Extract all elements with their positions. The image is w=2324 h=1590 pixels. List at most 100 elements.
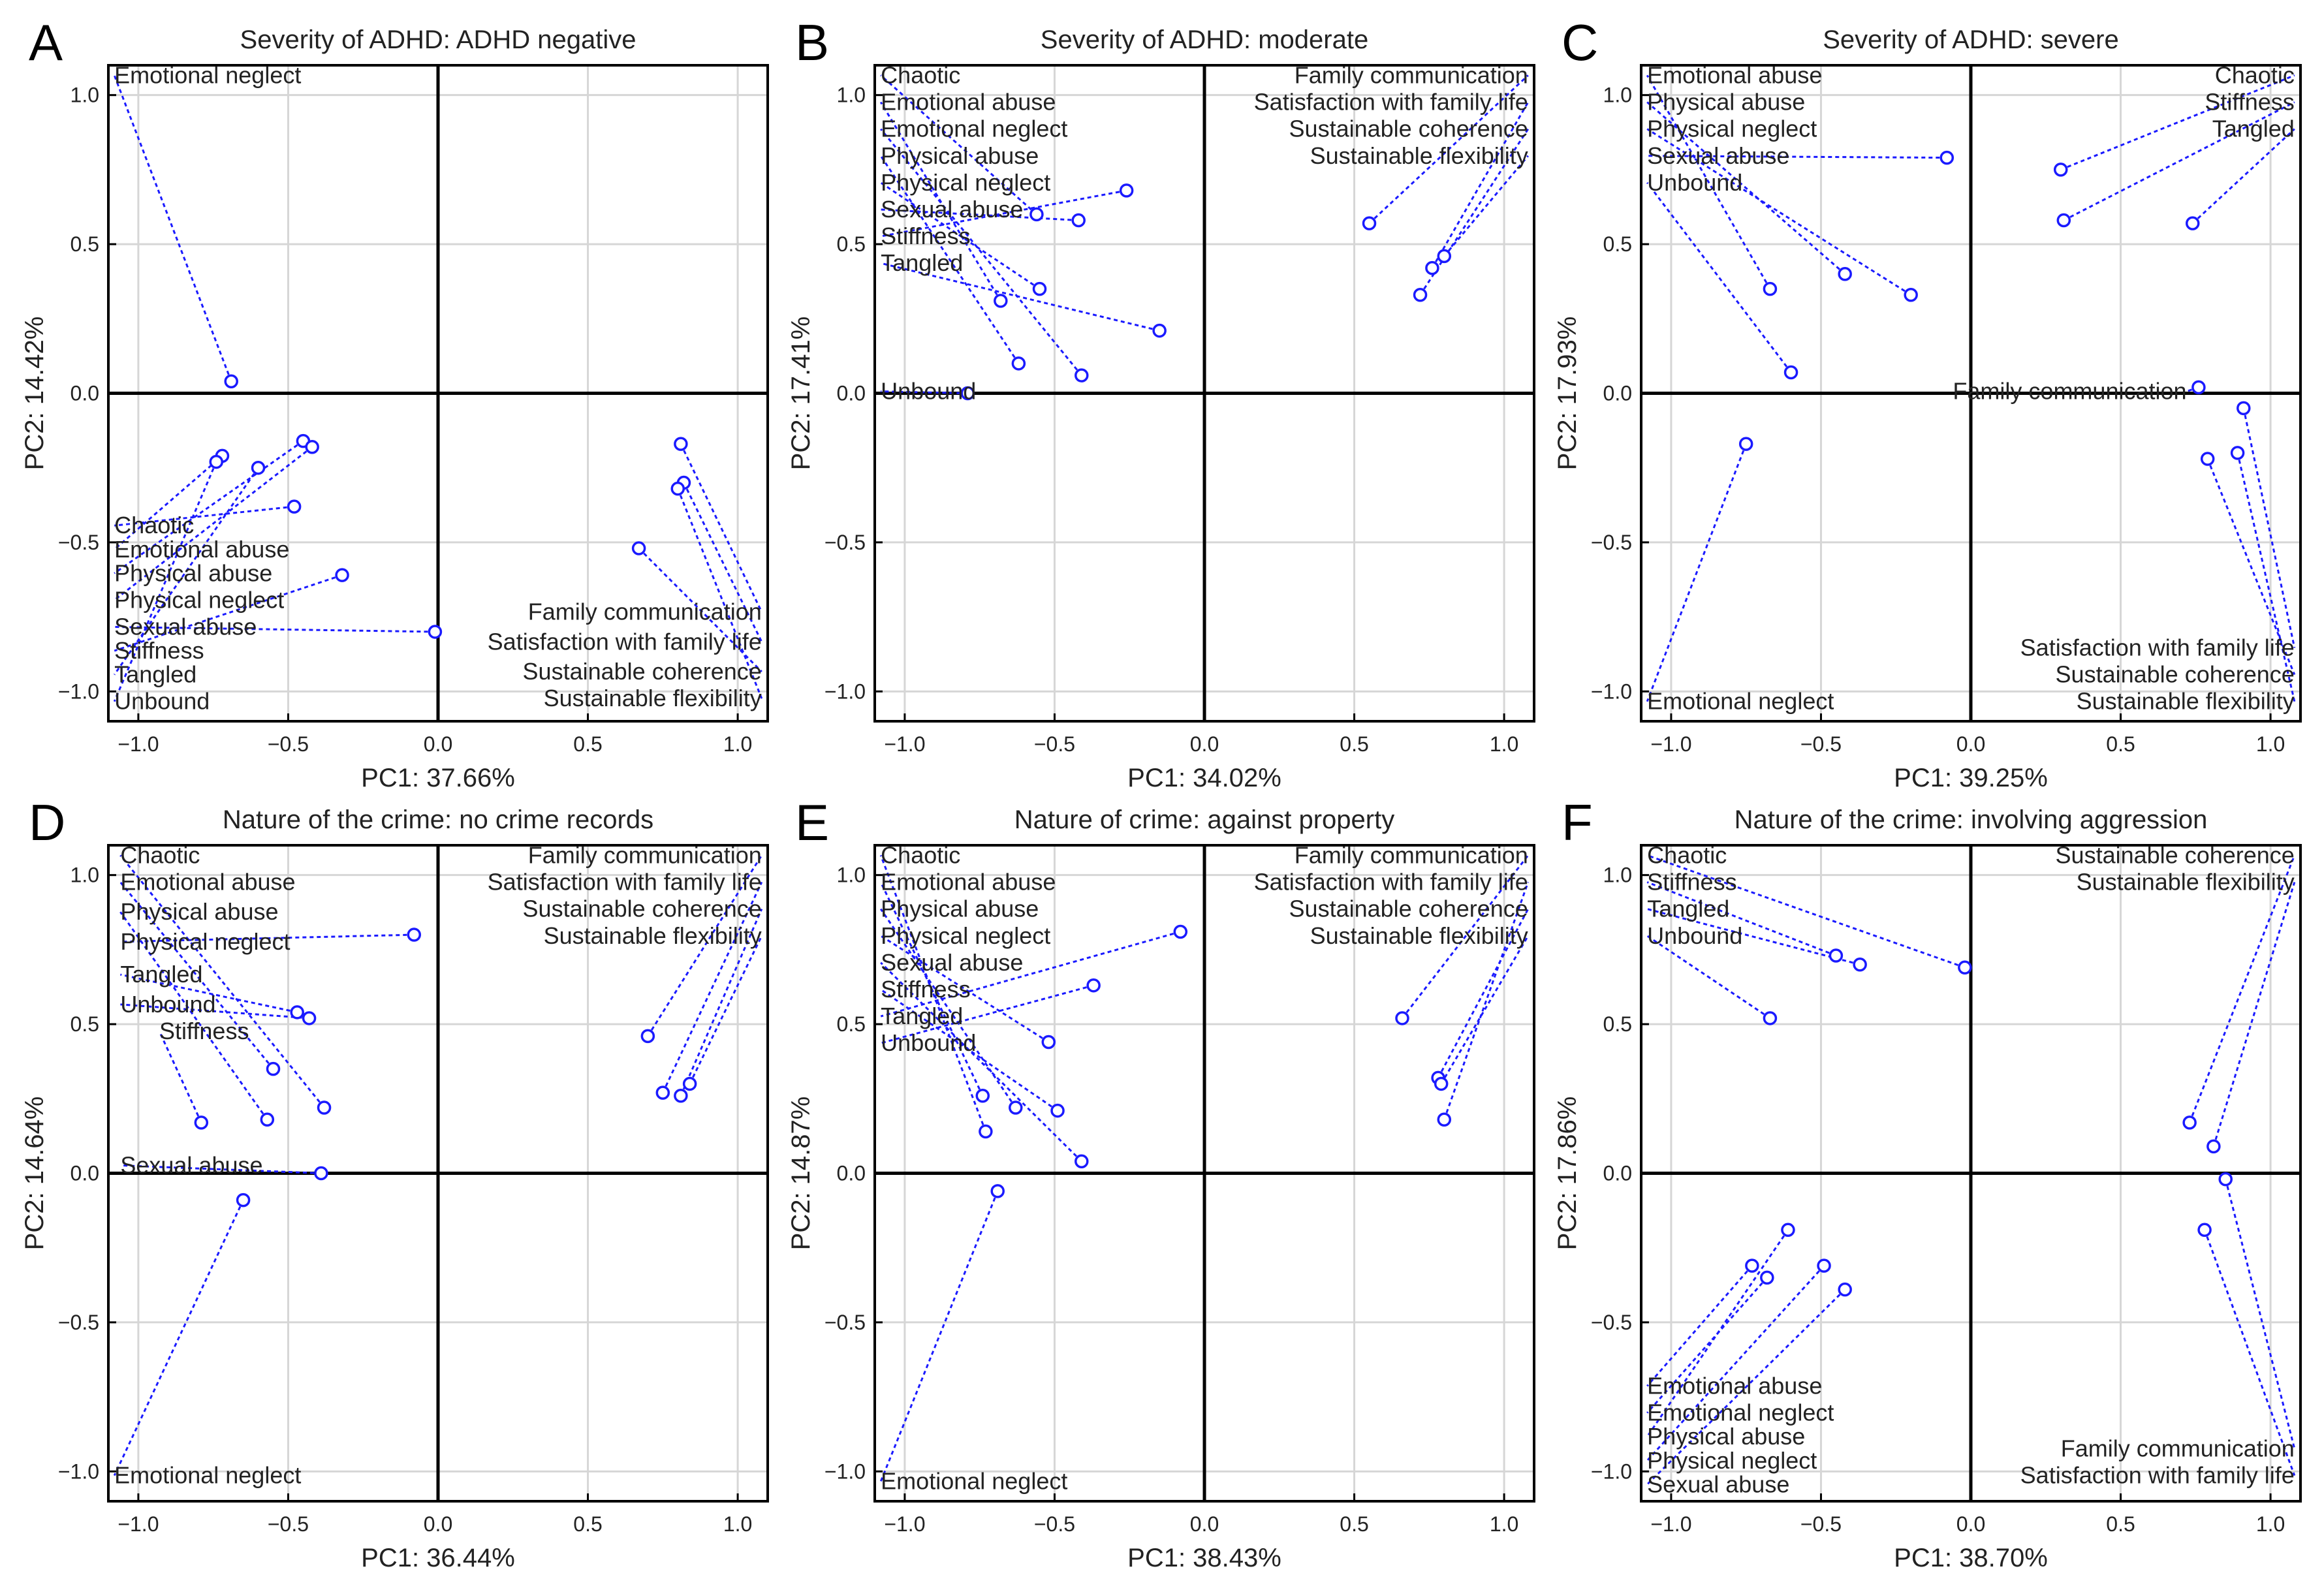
x-tick-label: −1.0 — [884, 1512, 925, 1536]
data-point — [2191, 380, 2206, 395]
leader-line — [120, 1164, 322, 1174]
data-point — [1173, 924, 1188, 939]
point-label: Chaotic — [881, 61, 960, 88]
x-axis-label: PC1: 34.02% — [1127, 764, 1281, 792]
point-label: Sexual abuse — [120, 1152, 262, 1179]
point-label: Sustainable flexibility — [1310, 922, 1528, 949]
point-label: Unbound — [881, 1029, 976, 1056]
point-label: Family communication — [528, 599, 762, 625]
y-tick-label: 0.5 — [71, 232, 99, 256]
point-label: Sustainable coherence — [1289, 896, 1528, 922]
point-label: Stiffness — [114, 637, 204, 664]
leader-line — [1646, 1265, 1825, 1461]
data-point — [670, 481, 685, 496]
point-label: Physical abuse — [114, 559, 272, 586]
point-label: Physical abuse — [881, 896, 1039, 922]
point-label: Tangled — [881, 249, 963, 276]
data-point — [260, 1112, 275, 1127]
x-tick-label: 1.0 — [723, 732, 752, 756]
data-point — [224, 374, 238, 388]
x-tick-label: 0.0 — [1956, 732, 1985, 756]
point-label: Tangled — [1647, 896, 1729, 922]
point-label: Sustainable flexibility — [1310, 142, 1528, 169]
leader-line — [2188, 854, 2296, 1123]
x-tick-label: 1.0 — [1490, 1512, 1518, 1536]
leader-line — [2063, 101, 2295, 221]
x-tick-label: 1.0 — [1490, 732, 1518, 756]
data-point — [975, 1088, 990, 1103]
leader-line — [1646, 1265, 1753, 1387]
leader-line — [1646, 181, 1792, 373]
y-tick-label: 0.5 — [837, 1012, 866, 1036]
point-label: Sustainable coherence — [523, 896, 762, 922]
chart-panel-c: −1.0 −0.5 0.0 0.5 1.0 −1.0 −0.5 0.0 0.5 1.0 Severi… — [1553, 14, 2302, 792]
data-point — [314, 1166, 328, 1181]
data-point — [990, 1184, 1005, 1198]
point-label: Satisfaction with family life — [2020, 1462, 2295, 1489]
point-label: Unbound — [120, 991, 215, 1018]
data-point — [2056, 213, 2071, 228]
data-point — [979, 1124, 993, 1139]
data-point — [1041, 1035, 1056, 1050]
point-label: Emotional abuse — [1647, 61, 1822, 88]
y-axis-label: PC2: 14.64% — [20, 1097, 49, 1251]
leader-line — [880, 181, 1041, 290]
point-label: Sustainable coherence — [523, 658, 762, 685]
leader-line — [119, 854, 325, 1108]
point-label: Physical abuse — [1647, 89, 1805, 116]
data-point — [317, 1100, 332, 1115]
data-point — [194, 1115, 209, 1130]
point-label: Physical abuse — [1647, 1423, 1805, 1450]
chart-panel-f: −1.0 −0.5 0.0 0.5 1.0 −1.0 −0.5 0.0 0.5 1.0 Nature… — [1553, 794, 2302, 1572]
leader-line — [1646, 935, 1771, 1020]
x-axis-label: PC1: 39.25% — [1894, 764, 2048, 792]
x-tick-label: 0.0 — [1190, 732, 1219, 756]
x-tick-label: −1.0 — [884, 732, 925, 756]
point-label: Chaotic — [120, 841, 200, 868]
leader-line — [880, 128, 1082, 377]
leader-line — [120, 933, 415, 943]
point-label: Emotional neglect — [881, 116, 1067, 142]
y-tick-label: 0.5 — [837, 232, 866, 256]
x-tick-label: 0.0 — [1190, 1512, 1219, 1536]
point-label: Emotional abuse — [1647, 1373, 1822, 1399]
point-label: Sustainable flexibility — [2077, 688, 2295, 715]
point-label: Stiffness — [2205, 89, 2294, 116]
point-label: Sustainable coherence — [2056, 841, 2295, 868]
data-point — [1781, 1223, 1795, 1238]
point-label: Unbound — [114, 688, 210, 715]
y-tick-label: −0.5 — [824, 1311, 866, 1334]
leader-line — [120, 973, 298, 1014]
panel-letter: A — [29, 14, 63, 71]
leader-line — [114, 446, 313, 601]
y-tick-label: −0.5 — [58, 1311, 99, 1334]
data-point — [1738, 437, 1753, 451]
data-point — [1029, 207, 1044, 222]
leader-line — [880, 74, 1037, 215]
point-label: Family communication — [2061, 1435, 2295, 1461]
data-point — [1763, 1011, 1778, 1025]
data-point — [1939, 150, 1955, 165]
point-label: Satisfaction with family life — [1254, 869, 1528, 896]
y-axis-label: PC2: 17.41% — [787, 317, 815, 471]
leader-line — [879, 881, 984, 1097]
point-label: Stiffness — [881, 976, 970, 1003]
x-tick-label: −0.5 — [1034, 732, 1075, 756]
point-label: Sexual abuse — [881, 949, 1023, 976]
leader-line — [119, 911, 268, 1121]
y-axis-label: PC2: 14.87% — [787, 1097, 815, 1251]
chart-title: Nature of crime: against property — [1014, 805, 1394, 834]
leader-line — [1646, 1277, 1768, 1414]
chart-panel-a: −1.0 −0.5 0.0 0.5 1.0 −1.0 −0.5 0.0 0.5 1.0 Severi… — [20, 14, 769, 792]
x-tick-label: −1.0 — [118, 732, 159, 756]
x-tick-label: 0.5 — [573, 1512, 602, 1536]
data-point — [266, 1061, 281, 1076]
point-label: Chaotic — [114, 512, 194, 538]
data-point — [1119, 183, 1134, 198]
data-point — [1086, 978, 1101, 993]
x-tick-label: −0.5 — [268, 732, 309, 756]
data-point — [674, 1088, 688, 1103]
y-tick-label: 1.0 — [1603, 84, 1632, 107]
data-point — [1032, 281, 1047, 296]
